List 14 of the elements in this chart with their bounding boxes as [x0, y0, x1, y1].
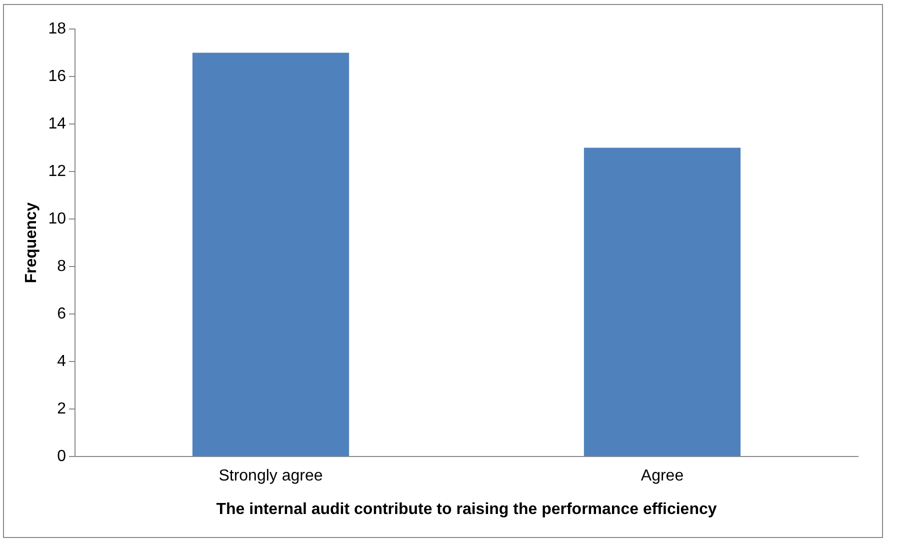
y-tick-label: 18 — [48, 20, 66, 38]
y-tick-label: 6 — [57, 305, 66, 322]
y-tick-label: 10 — [48, 210, 66, 228]
x-tick-label: Agree — [640, 468, 684, 485]
y-axis-title: Frequency — [23, 202, 40, 284]
x-tick-label: Strongly agree — [218, 468, 323, 485]
y-tick-label: 0 — [57, 448, 66, 466]
x-axis-title: The internal audit contribute to raising the performance efficiency — [216, 500, 717, 518]
y-tick-label: 8 — [57, 258, 66, 275]
y-tick-label: 12 — [48, 162, 66, 180]
y-tick-label: 4 — [57, 352, 66, 370]
y-tick-label: 2 — [57, 400, 66, 418]
y-tick-label: 14 — [48, 115, 66, 132]
y-tick-label: 16 — [48, 68, 66, 85]
